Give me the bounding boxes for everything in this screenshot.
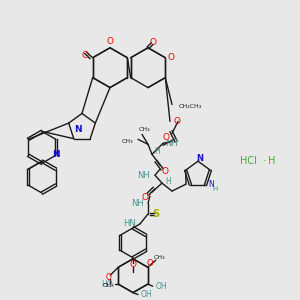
Text: H: H: [212, 186, 217, 192]
Text: N: N: [52, 150, 60, 159]
Text: HN: HN: [123, 219, 136, 228]
Text: O: O: [168, 53, 175, 62]
Text: O: O: [146, 259, 153, 268]
Text: N: N: [74, 125, 82, 134]
Text: OH: OH: [156, 282, 167, 291]
Text: O: O: [161, 167, 169, 176]
Text: CH₃: CH₃: [122, 139, 133, 144]
Text: O: O: [163, 133, 170, 142]
Text: NH: NH: [137, 171, 150, 180]
Text: CH₃: CH₃: [154, 255, 166, 260]
Text: H: H: [165, 177, 171, 186]
Text: CH₃: CH₃: [138, 127, 150, 132]
Text: O: O: [81, 51, 88, 60]
Text: ·: ·: [263, 156, 267, 166]
Text: O: O: [174, 117, 181, 126]
Text: N: N: [208, 180, 214, 189]
Text: NH: NH: [165, 139, 178, 148]
Text: O: O: [105, 273, 111, 282]
Text: N: N: [196, 154, 203, 163]
Text: NH: NH: [131, 199, 144, 208]
Text: O: O: [142, 193, 148, 202]
Text: O: O: [130, 260, 136, 269]
Text: OH: OH: [141, 290, 153, 299]
Text: CH₂CH₃: CH₂CH₃: [179, 104, 202, 109]
Text: O: O: [106, 37, 113, 46]
Text: CH₃: CH₃: [103, 283, 114, 288]
Text: S: S: [152, 209, 160, 219]
Text: O: O: [149, 38, 157, 47]
Text: H: H: [154, 147, 160, 156]
Text: HO: HO: [102, 280, 113, 289]
Text: H: H: [268, 156, 276, 166]
Text: HCl: HCl: [240, 156, 256, 166]
